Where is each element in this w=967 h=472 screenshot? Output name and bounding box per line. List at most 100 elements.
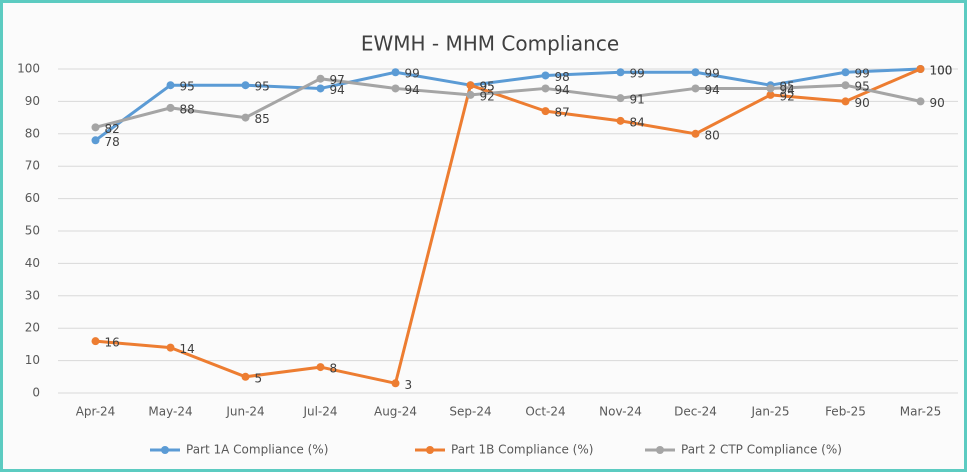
point xyxy=(241,372,250,381)
data-label: 99 xyxy=(630,67,645,81)
y-tick-label: 100 xyxy=(17,62,40,76)
data-label: 16 xyxy=(105,336,120,350)
x-tick-label: Nov-24 xyxy=(599,405,642,419)
point xyxy=(91,337,100,346)
point xyxy=(841,97,850,106)
data-label: 90 xyxy=(930,96,945,110)
x-tick-label: Apr-24 xyxy=(76,405,116,419)
data-label: 87 xyxy=(555,106,570,120)
data-label: 95 xyxy=(855,80,870,94)
x-tick-label: Oct-24 xyxy=(525,405,565,419)
data-label: 80 xyxy=(705,128,720,142)
legend-label: Part 2 CTP Compliance (%) xyxy=(681,443,842,457)
legend-label: Part 1A Compliance (%) xyxy=(186,443,328,457)
data-label: 90 xyxy=(855,96,870,110)
data-label: 95 xyxy=(180,80,195,94)
point xyxy=(541,107,550,116)
point xyxy=(241,113,250,122)
x-tick-label: Sep-24 xyxy=(449,405,491,419)
legend-marker xyxy=(161,446,169,454)
point xyxy=(316,74,325,83)
point xyxy=(691,129,700,138)
data-label: 99 xyxy=(855,67,870,81)
point xyxy=(166,103,175,112)
x-tick-label: Feb-25 xyxy=(825,405,866,419)
point xyxy=(841,81,850,90)
data-label: 98 xyxy=(555,70,570,84)
series-line xyxy=(94,67,921,142)
y-tick-label: 60 xyxy=(25,191,40,205)
y-tick-label: 90 xyxy=(25,94,40,108)
point xyxy=(841,68,850,77)
point xyxy=(91,123,100,132)
data-label: 99 xyxy=(405,67,420,81)
x-tick-label: Mar-25 xyxy=(900,405,941,419)
legend-label: Part 1B Compliance (%) xyxy=(451,443,593,457)
point xyxy=(766,90,775,99)
x-tick-label: Dec-24 xyxy=(674,405,717,419)
y-tick-label: 40 xyxy=(25,256,40,270)
point xyxy=(691,84,700,93)
x-tick-label: May-24 xyxy=(148,405,192,419)
point xyxy=(166,81,175,90)
y-tick-label: 20 xyxy=(25,321,40,335)
data-label: 82 xyxy=(105,122,120,136)
point xyxy=(466,81,475,90)
point xyxy=(616,68,625,77)
data-label: 94 xyxy=(405,83,420,97)
y-tick-label: 50 xyxy=(25,224,40,238)
point xyxy=(766,84,775,93)
point xyxy=(916,65,925,73)
point xyxy=(241,81,250,90)
point xyxy=(316,363,325,372)
point xyxy=(541,71,550,80)
point xyxy=(91,136,100,145)
point xyxy=(691,68,700,77)
point xyxy=(616,94,625,103)
data-label: 5 xyxy=(255,371,263,385)
chart-title: EWMH - MHM Compliance xyxy=(361,32,619,56)
data-label: 100 xyxy=(930,64,953,78)
y-tick-label: 70 xyxy=(25,159,40,173)
legend-marker xyxy=(656,446,664,454)
series-line xyxy=(95,77,921,129)
data-label: 97 xyxy=(330,73,345,87)
data-label: 95 xyxy=(255,80,270,94)
y-tick-label: 0 xyxy=(32,386,40,400)
data-label: 100 xyxy=(930,64,953,78)
point xyxy=(466,90,475,99)
y-tick-label: 30 xyxy=(25,288,40,302)
point xyxy=(166,343,175,352)
legend-marker xyxy=(426,446,434,454)
data-label: 94 xyxy=(780,83,795,97)
point xyxy=(541,84,550,93)
data-label: 92 xyxy=(480,89,495,103)
x-tick-label: Aug-24 xyxy=(374,405,417,419)
data-label: 99 xyxy=(705,67,720,81)
data-label: 84 xyxy=(630,115,645,129)
point xyxy=(916,97,925,106)
data-label: 88 xyxy=(180,102,195,116)
data-label: 78 xyxy=(105,135,120,149)
point xyxy=(391,84,400,93)
point xyxy=(391,68,400,77)
y-tick-label: 10 xyxy=(25,353,40,367)
data-label: 8 xyxy=(330,362,338,376)
data-label: 94 xyxy=(705,83,720,97)
data-label: 94 xyxy=(330,83,345,97)
data-label: 85 xyxy=(255,112,270,126)
point xyxy=(616,116,625,125)
x-tick-label: Jun-24 xyxy=(225,405,264,419)
x-tick-label: Jan-25 xyxy=(750,405,789,419)
x-tick-label: Jul-24 xyxy=(302,405,337,419)
point xyxy=(391,379,400,388)
data-label: 92 xyxy=(780,89,795,103)
data-label: 3 xyxy=(405,378,413,392)
data-label: 91 xyxy=(630,93,645,107)
data-label: 14 xyxy=(180,342,195,356)
data-label: 94 xyxy=(555,83,570,97)
series-line xyxy=(95,67,922,385)
point xyxy=(316,84,325,93)
